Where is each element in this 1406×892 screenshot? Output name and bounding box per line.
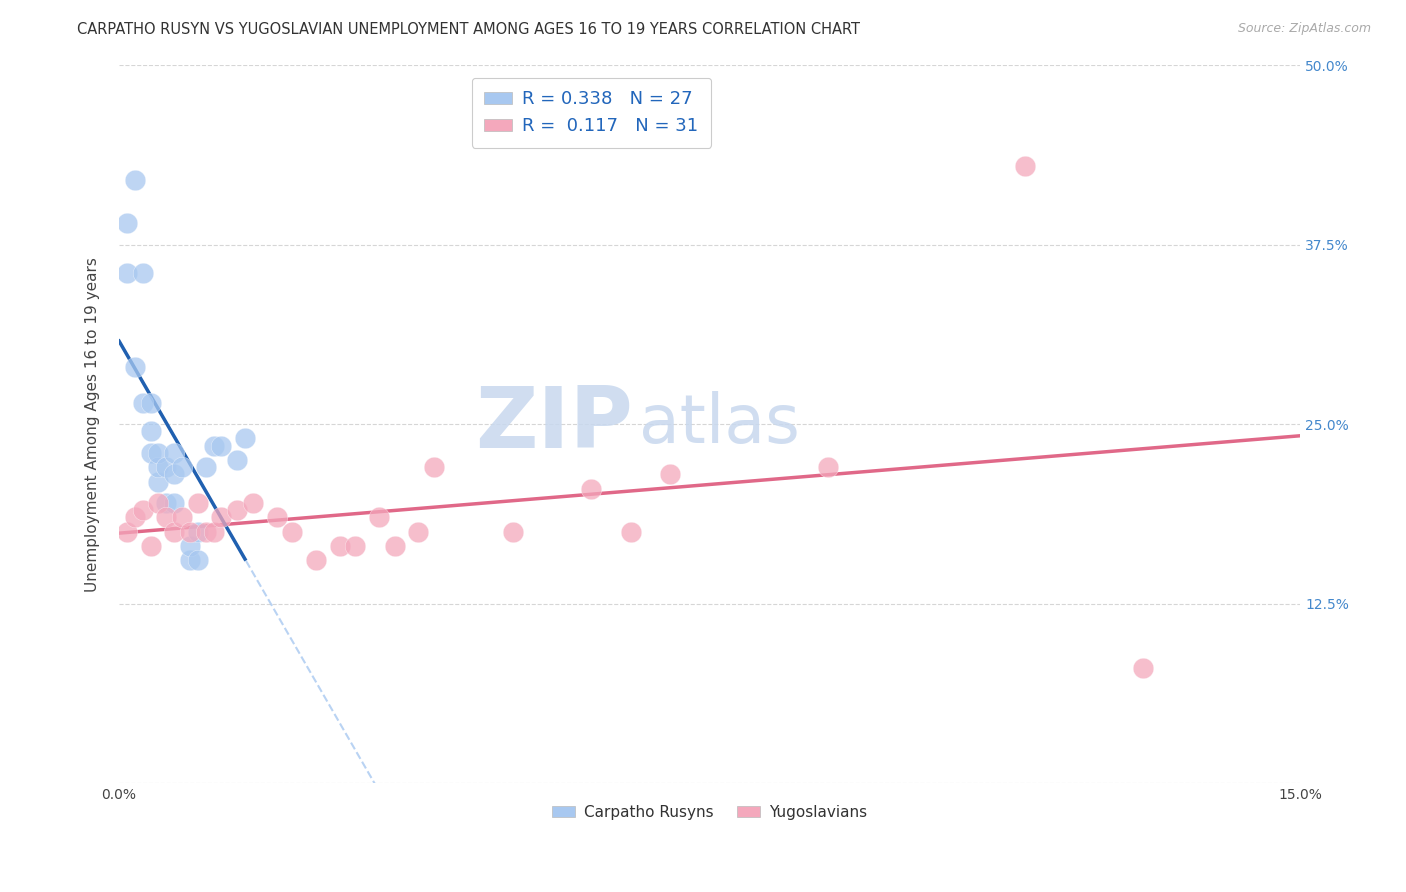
Point <box>620 524 643 539</box>
Point <box>226 503 249 517</box>
Point <box>209 439 232 453</box>
Point <box>131 503 153 517</box>
Point <box>170 460 193 475</box>
Text: Source: ZipAtlas.com: Source: ZipAtlas.com <box>1237 22 1371 36</box>
Point <box>170 510 193 524</box>
Point <box>266 510 288 524</box>
Point <box>194 460 217 475</box>
Point <box>163 524 186 539</box>
Point <box>179 539 201 553</box>
Point <box>817 460 839 475</box>
Point <box>187 524 209 539</box>
Point <box>202 439 225 453</box>
Point <box>115 266 138 280</box>
Point <box>281 524 304 539</box>
Point <box>124 359 146 374</box>
Text: atlas: atlas <box>638 391 800 457</box>
Point <box>1132 661 1154 675</box>
Point <box>148 496 170 510</box>
Text: CARPATHO RUSYN VS YUGOSLAVIAN UNEMPLOYMENT AMONG AGES 16 TO 19 YEARS CORRELATION: CARPATHO RUSYN VS YUGOSLAVIAN UNEMPLOYME… <box>77 22 860 37</box>
Point <box>155 510 177 524</box>
Point <box>155 460 177 475</box>
Y-axis label: Unemployment Among Ages 16 to 19 years: Unemployment Among Ages 16 to 19 years <box>86 257 100 591</box>
Point <box>148 460 170 475</box>
Point <box>367 510 389 524</box>
Point <box>1014 159 1036 173</box>
Point <box>139 539 162 553</box>
Point <box>131 395 153 409</box>
Point <box>115 216 138 230</box>
Point <box>139 446 162 460</box>
Point <box>226 453 249 467</box>
Point <box>423 460 446 475</box>
Point <box>148 475 170 489</box>
Point <box>124 173 146 187</box>
Point <box>179 553 201 567</box>
Point <box>209 510 232 524</box>
Point <box>179 524 201 539</box>
Point <box>384 539 406 553</box>
Point <box>202 524 225 539</box>
Point <box>163 496 186 510</box>
Point <box>124 510 146 524</box>
Point <box>163 467 186 482</box>
Point <box>659 467 682 482</box>
Point <box>155 496 177 510</box>
Point <box>139 395 162 409</box>
Point <box>194 524 217 539</box>
Legend: Carpatho Rusyns, Yugoslavians: Carpatho Rusyns, Yugoslavians <box>546 798 873 826</box>
Point <box>242 496 264 510</box>
Point <box>305 553 328 567</box>
Point <box>344 539 367 553</box>
Point <box>187 496 209 510</box>
Point <box>163 446 186 460</box>
Point <box>328 539 350 553</box>
Point <box>148 446 170 460</box>
Point <box>139 424 162 438</box>
Point <box>581 482 603 496</box>
Point <box>115 524 138 539</box>
Text: ZIP: ZIP <box>475 383 633 466</box>
Point <box>502 524 524 539</box>
Point <box>233 432 256 446</box>
Point <box>406 524 429 539</box>
Point <box>131 266 153 280</box>
Point <box>187 553 209 567</box>
